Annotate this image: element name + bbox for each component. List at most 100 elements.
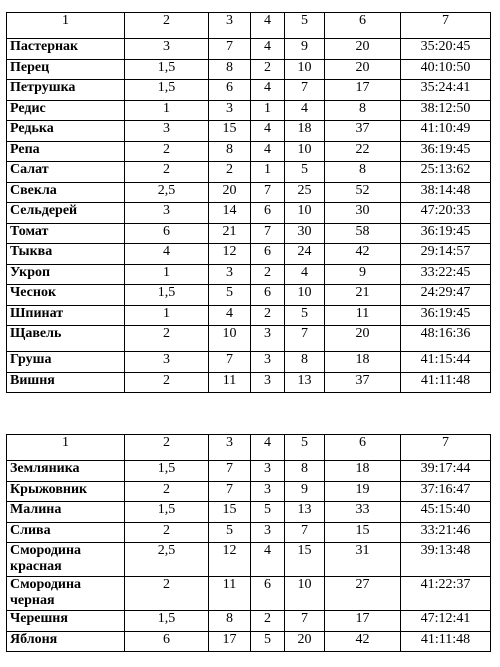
- value-cell-col-2: 6: [124, 222, 209, 244]
- value-cell-col-3: 2: [208, 161, 251, 183]
- column-header-3: 3: [208, 12, 251, 39]
- value-cell-col-3: 3: [208, 99, 251, 121]
- table-row: Репа 2 8 4 10 22 36:19:45: [6, 140, 491, 162]
- value-cell-col-6: 20: [324, 38, 401, 60]
- value-cell-col-7: 45:15:40: [400, 501, 491, 523]
- plant-name-cell: Крыжовник: [6, 480, 125, 502]
- value-cell-col-4: 4: [250, 79, 285, 101]
- value-cell-col-5: 10: [284, 576, 325, 611]
- value-cell-col-6: 42: [324, 243, 401, 265]
- value-cell-col-5: 4: [284, 99, 325, 121]
- table-row: Шпинат 1 4 2 5 11 36:19:45: [6, 304, 491, 326]
- value-cell-col-7: 38:12:50: [400, 99, 491, 121]
- plant-name-cell: Укроп: [6, 263, 125, 285]
- value-cell-col-7: 47:12:41: [400, 610, 491, 632]
- plant-name-cell: Томат: [6, 222, 125, 244]
- value-cell-col-6: 17: [324, 79, 401, 101]
- plant-name-cell: Щавель: [6, 325, 125, 352]
- value-cell-col-7: 37:16:47: [400, 480, 491, 502]
- value-cell-col-7: 39:13:48: [400, 542, 491, 577]
- value-cell-col-2: 1,5: [124, 460, 209, 482]
- value-cell-col-6: 22: [324, 140, 401, 162]
- table-row: Редька 3 15 4 18 37 41:10:49: [6, 120, 491, 142]
- value-cell-col-6: 33: [324, 501, 401, 523]
- value-cell-col-3: 14: [208, 202, 251, 224]
- value-cell-col-3: 8: [208, 140, 251, 162]
- value-cell-col-2: 2: [124, 521, 209, 543]
- value-cell-col-6: 30: [324, 202, 401, 224]
- table-row: Чеснок 1,5 5 6 10 21 24:29:47: [6, 284, 491, 306]
- value-cell-col-4: 2: [250, 263, 285, 285]
- value-cell-col-4: 3: [250, 325, 285, 352]
- table-row: Смородина черная 2 11 6 10 27 41:22:37: [6, 576, 491, 611]
- value-cell-col-3: 4: [208, 304, 251, 326]
- value-cell-col-5: 25: [284, 181, 325, 203]
- value-cell-col-4: 2: [250, 304, 285, 326]
- value-cell-col-6: 52: [324, 181, 401, 203]
- column-header-3: 3: [208, 434, 251, 461]
- value-cell-col-7: 39:17:44: [400, 460, 491, 482]
- value-cell-col-7: 24:29:47: [400, 284, 491, 306]
- plant-name-cell: Смородина черная: [6, 576, 125, 611]
- value-cell-col-7: 47:20:33: [400, 202, 491, 224]
- value-cell-col-4: 4: [250, 542, 285, 577]
- value-cell-col-5: 30: [284, 222, 325, 244]
- value-cell-col-6: 18: [324, 351, 401, 373]
- value-cell-col-2: 1: [124, 99, 209, 121]
- value-cell-col-6: 27: [324, 576, 401, 611]
- value-cell-col-5: 9: [284, 480, 325, 502]
- table-row: Малина 1,5 15 5 13 33 45:15:40: [6, 501, 491, 523]
- value-cell-col-4: 5: [250, 630, 285, 652]
- value-cell-col-3: 15: [208, 120, 251, 142]
- value-cell-col-5: 10: [284, 202, 325, 224]
- plant-name-cell: Репа: [6, 140, 125, 162]
- plant-name-cell: Редис: [6, 99, 125, 121]
- value-cell-col-3: 8: [208, 610, 251, 632]
- plant-name-cell: Шпинат: [6, 304, 125, 326]
- value-cell-col-4: 2: [250, 58, 285, 80]
- column-header-7: 7: [400, 434, 491, 461]
- table-row: Слива 2 5 3 7 15 33:21:46: [6, 521, 491, 543]
- value-cell-col-2: 6: [124, 630, 209, 652]
- value-cell-col-3: 7: [208, 480, 251, 502]
- table-row: Крыжовник 2 7 3 9 19 37:16:47: [6, 480, 491, 502]
- value-cell-col-5: 5: [284, 304, 325, 326]
- table-row: Пастернак 3 7 4 9 20 35:20:45: [6, 38, 491, 60]
- plant-name-cell: Свекла: [6, 181, 125, 203]
- plant-name-cell: Пастернак: [6, 38, 125, 60]
- value-cell-col-2: 2: [124, 576, 209, 611]
- value-cell-col-6: 17: [324, 610, 401, 632]
- value-cell-col-6: 8: [324, 99, 401, 121]
- value-cell-col-2: 1: [124, 263, 209, 285]
- column-header-2: 2: [124, 434, 209, 461]
- value-cell-col-3: 10: [208, 325, 251, 352]
- value-cell-col-6: 42: [324, 630, 401, 652]
- crop-table-vegetables: 1 2 3 4 5 6 7 Пастернак 3 7 4 9 20 35:20:45 Перец 1,5 8 2…: [6, 12, 491, 393]
- value-cell-col-7: 29:14:57: [400, 243, 491, 265]
- plant-name-cell: Тыква: [6, 243, 125, 265]
- plant-name-cell: Редька: [6, 120, 125, 142]
- column-header-4: 4: [250, 434, 285, 461]
- value-cell-col-2: 2,5: [124, 181, 209, 203]
- plant-name-cell: Салат: [6, 161, 125, 183]
- column-header-2: 2: [124, 12, 209, 39]
- value-cell-col-4: 6: [250, 202, 285, 224]
- value-cell-col-2: 1,5: [124, 501, 209, 523]
- table-row: Земляника 1,5 7 3 8 18 39:17:44: [6, 460, 491, 482]
- value-cell-col-3: 21: [208, 222, 251, 244]
- value-cell-col-3: 20: [208, 181, 251, 203]
- column-header-7: 7: [400, 12, 491, 39]
- value-cell-col-6: 8: [324, 161, 401, 183]
- value-cell-col-5: 9: [284, 38, 325, 60]
- value-cell-col-4: 3: [250, 521, 285, 543]
- value-cell-col-5: 10: [284, 58, 325, 80]
- value-cell-col-5: 8: [284, 351, 325, 373]
- plant-name-cell: Вишня: [6, 371, 125, 393]
- value-cell-col-5: 20: [284, 630, 325, 652]
- value-cell-col-2: 2: [124, 325, 209, 352]
- column-header-5: 5: [284, 12, 325, 39]
- value-cell-col-2: 2,5: [124, 542, 209, 577]
- column-header-4: 4: [250, 12, 285, 39]
- value-cell-col-4: 1: [250, 99, 285, 121]
